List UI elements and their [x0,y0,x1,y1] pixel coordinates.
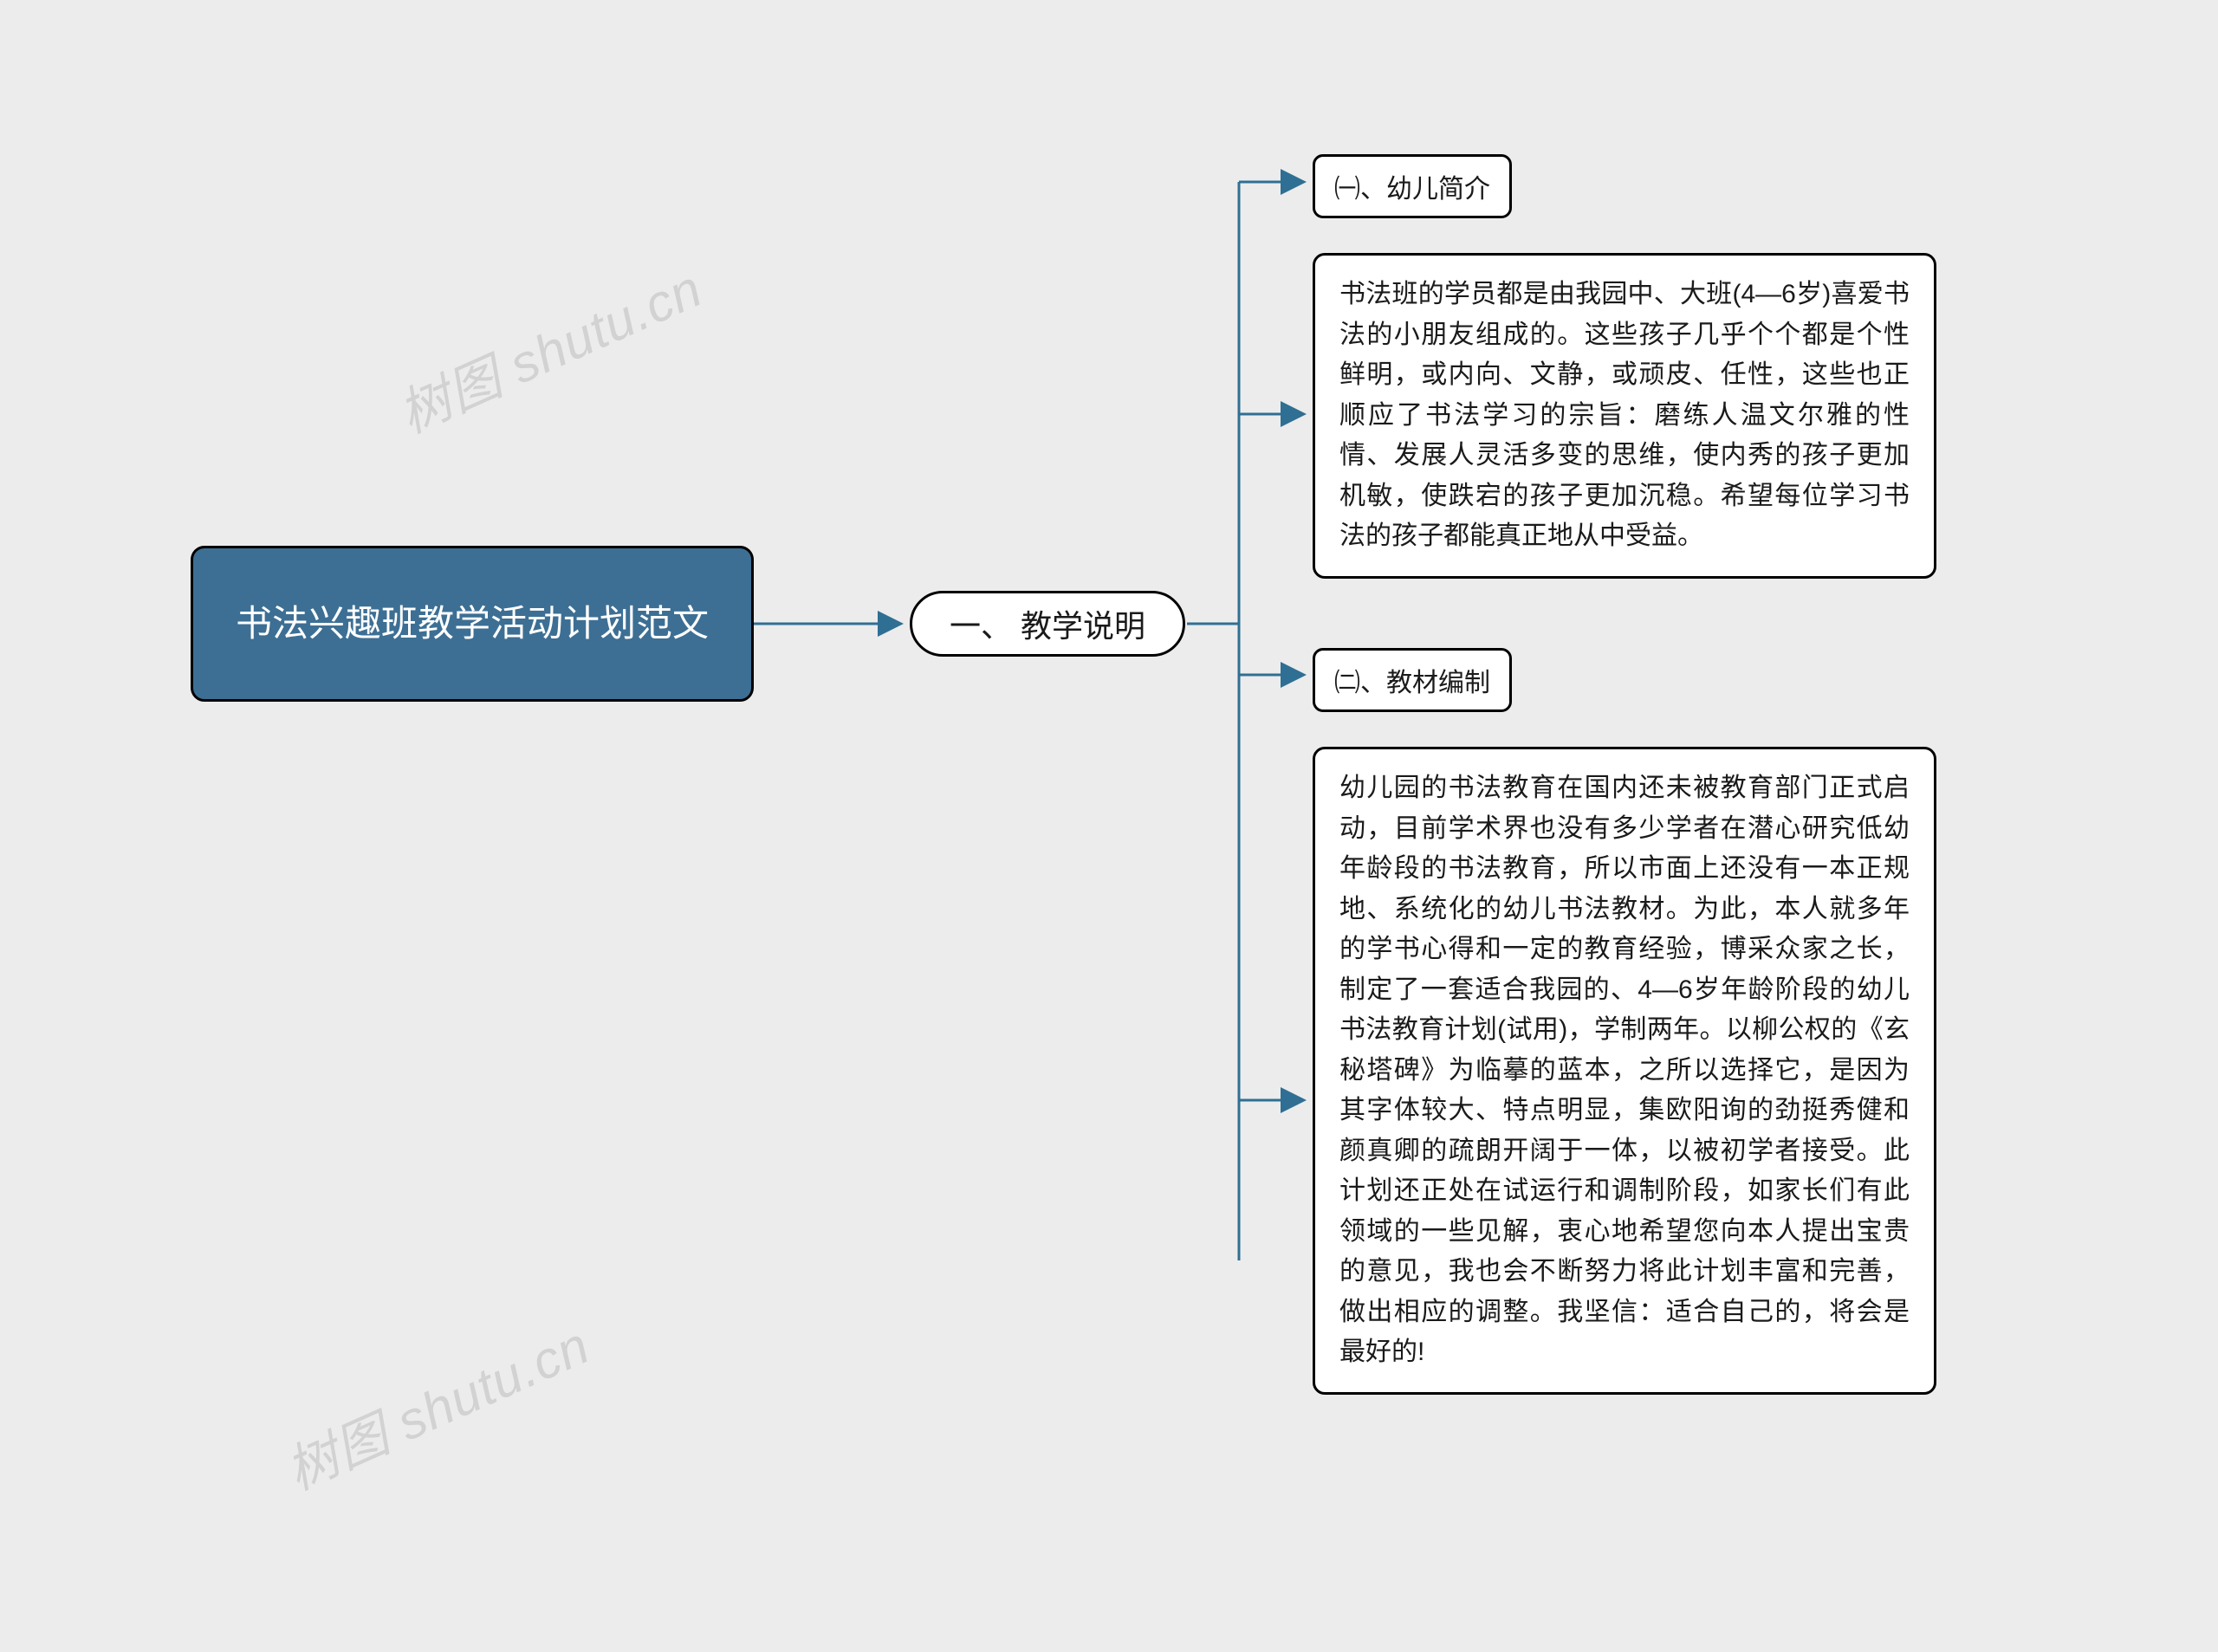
watermark: 树图 shutu.cn [273,1304,600,1505]
mid-node: 一、 教学说明 [910,591,1185,657]
root-title: 书法兴趣班教学活动计划范文 [236,594,709,652]
child-1-label: ㈠、幼儿简介 [1334,167,1490,205]
child-node-3: ㈡、教材编制 [1313,648,1512,712]
child-4-text: 幼儿园的书法教育在国内还未被教育部门正式启动，目前学术界也没有多少学者在潜心研究… [1339,774,1910,1366]
child-node-1: ㈠、幼儿简介 [1313,154,1512,218]
child-3-label: ㈡、教材编制 [1334,661,1490,699]
child-node-2: 书法班的学员都是由我园中、大班(4—6岁)喜爱书法的小朋友组成的。这些孩子几乎个… [1313,253,1936,579]
mid-label: 一、 教学说明 [950,601,1145,646]
child-2-text: 书法班的学员都是由我园中、大班(4—6岁)喜爱书法的小朋友组成的。这些孩子几乎个… [1339,280,1910,550]
child-node-4: 幼儿园的书法教育在国内还未被教育部门正式启动，目前学术界也没有多少学者在潜心研究… [1313,747,1936,1395]
root-node: 书法兴趣班教学活动计划范文 [191,546,754,702]
watermark: 树图 shutu.cn [386,247,713,448]
